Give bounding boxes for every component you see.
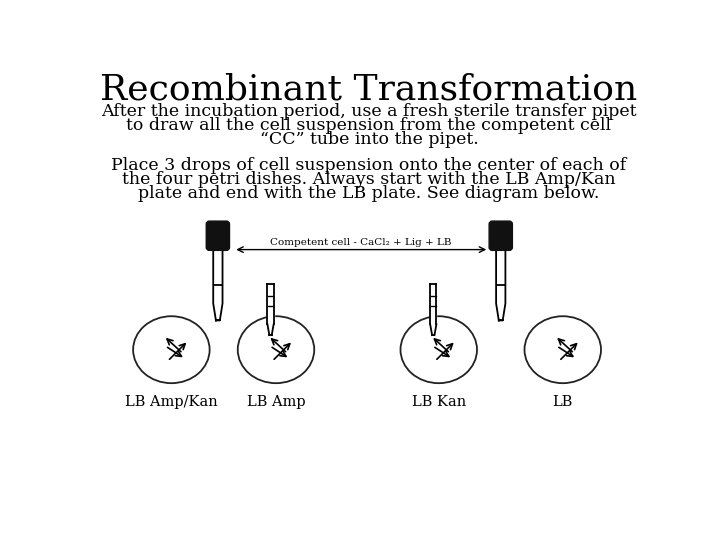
Text: to draw all the cell suspension from the competent cell: to draw all the cell suspension from the…: [127, 117, 611, 134]
Text: LB Amp: LB Amp: [247, 395, 305, 409]
Polygon shape: [213, 246, 222, 320]
Text: After the incubation period, use a fresh sterile transfer pipet: After the incubation period, use a fresh…: [102, 103, 636, 120]
Text: plate and end with the LB plate. See diagram below.: plate and end with the LB plate. See dia…: [138, 185, 600, 202]
Text: “CC” tube into the pipet.: “CC” tube into the pipet.: [260, 131, 478, 148]
Text: Competent cell - CaCl₂ + Lig + LB: Competent cell - CaCl₂ + Lig + LB: [271, 238, 452, 247]
FancyBboxPatch shape: [489, 221, 513, 251]
Text: LB Amp/Kan: LB Amp/Kan: [125, 395, 217, 409]
FancyBboxPatch shape: [206, 221, 230, 251]
Polygon shape: [496, 246, 505, 320]
Polygon shape: [430, 325, 436, 335]
Text: LB: LB: [552, 395, 573, 409]
Text: Place 3 drops of cell suspension onto the center of each of: Place 3 drops of cell suspension onto th…: [112, 157, 626, 174]
Polygon shape: [267, 285, 274, 325]
Text: the four petri dishes. Always start with the LB Amp/Kan: the four petri dishes. Always start with…: [122, 171, 616, 188]
Polygon shape: [213, 242, 222, 247]
Text: LB Kan: LB Kan: [412, 395, 466, 409]
Polygon shape: [267, 325, 274, 335]
Text: Recombinant Transformation: Recombinant Transformation: [100, 72, 638, 106]
Polygon shape: [430, 285, 436, 325]
Polygon shape: [496, 242, 505, 247]
